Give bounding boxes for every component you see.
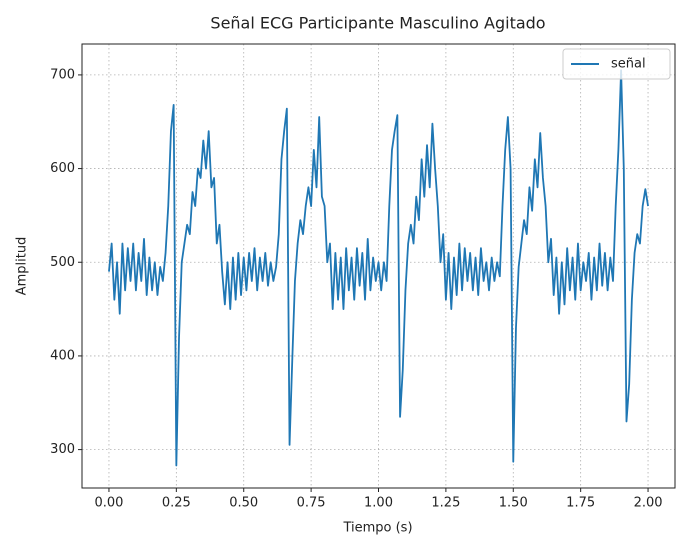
x-tick-label: 1.50 [499,496,528,511]
plot-frame [81,43,676,489]
y-tick-label: 700 [50,67,75,82]
x-tick-label: 1.00 [364,496,393,511]
chart-title: Señal ECG Participante Masculino Agitado [210,14,545,33]
y-axis-label: Amplitud [15,237,30,296]
series-line [108,69,649,467]
x-tick-label: 2.00 [634,496,663,511]
y-tick-label: 400 [50,348,75,363]
x-tick-label: 0.50 [229,496,258,511]
x-tick-label: 0.75 [297,496,326,511]
x-tick-label: 1.25 [431,496,460,511]
legend-box [562,48,671,80]
y-tick-label: 300 [50,442,75,457]
x-tick-label: 1.75 [566,496,595,511]
x-axis-label: Tiempo (s) [342,521,412,536]
y-tick-label: 600 [50,161,75,176]
y-tick-label: 500 [50,255,75,270]
legend-label: señal [611,57,646,72]
x-tick-label: 0.00 [94,496,123,511]
x-tick-label: 0.25 [162,496,191,511]
